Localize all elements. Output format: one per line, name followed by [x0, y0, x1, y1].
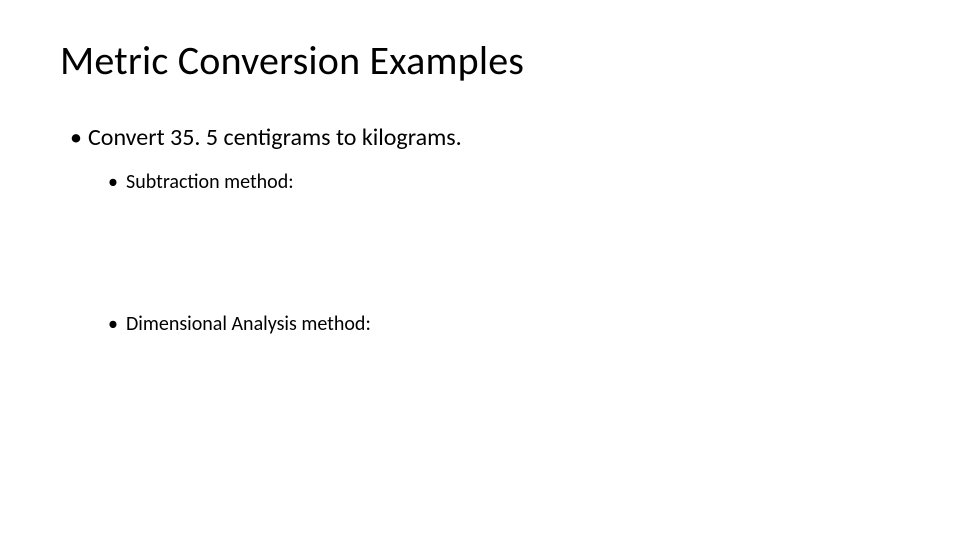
slide-title: Metric Conversion Examples	[60, 36, 900, 85]
bullet-level2-item: Subtraction method:	[108, 170, 900, 194]
bullet-level1-item: Convert 35. 5 centigrams to kilograms.	[70, 123, 900, 152]
slide: Metric Conversion Examples Convert 35. 5…	[0, 0, 960, 540]
bullet-level2-item: Dimensional Analysis method:	[108, 312, 900, 336]
